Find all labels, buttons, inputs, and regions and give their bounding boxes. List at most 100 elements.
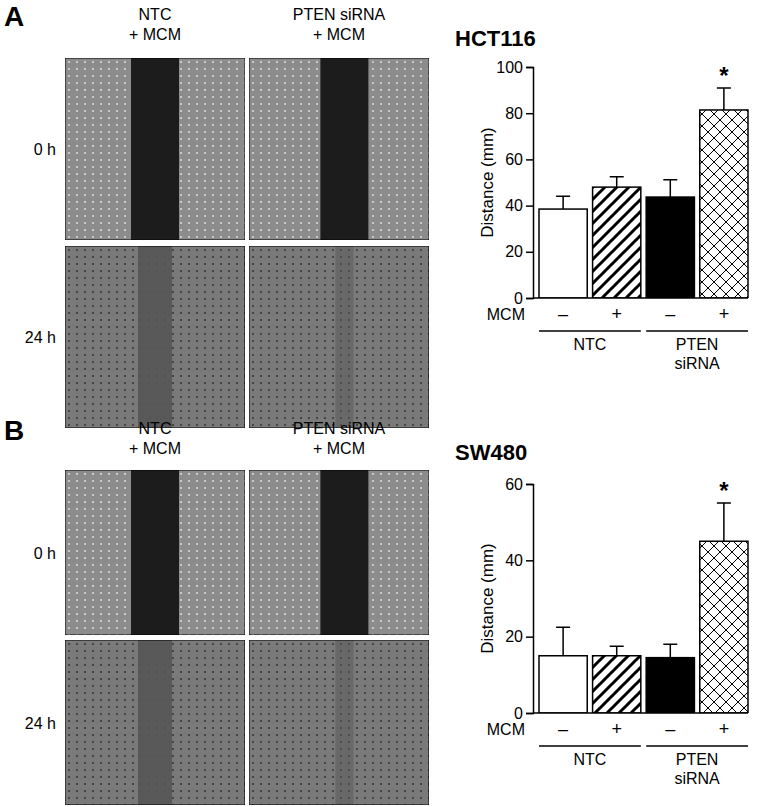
- texture: [100, 82, 102, 84]
- texture: [196, 396, 198, 398]
- texture: [236, 424, 238, 426]
- texture: [228, 187, 230, 189]
- texture: [396, 208, 398, 210]
- texture: [420, 110, 422, 112]
- texture: [132, 368, 134, 370]
- texture: [188, 368, 190, 370]
- texture: [68, 249, 70, 251]
- texture: [284, 159, 286, 161]
- texture: [108, 236, 110, 238]
- texture: [76, 173, 78, 175]
- texture: [124, 284, 126, 286]
- texture: [252, 256, 254, 258]
- texture: [220, 180, 222, 182]
- texture: [116, 263, 118, 265]
- texture: [212, 194, 214, 196]
- texture: [292, 249, 294, 251]
- texture: [84, 333, 86, 335]
- texture: [124, 89, 126, 91]
- texture: [228, 347, 230, 349]
- cell-field: [65, 58, 245, 240]
- texture: [220, 319, 222, 321]
- texture: [68, 180, 70, 182]
- texture: [364, 256, 366, 258]
- texture: [92, 312, 94, 314]
- texture: [132, 354, 134, 356]
- texture: [404, 61, 406, 63]
- texture: [220, 166, 222, 168]
- texture: [196, 354, 198, 356]
- texture: [260, 291, 262, 293]
- texture: [124, 361, 126, 363]
- texture: [388, 82, 390, 84]
- texture: [212, 403, 214, 405]
- texture: [76, 131, 78, 133]
- texture: [228, 382, 230, 384]
- texture: [76, 82, 78, 84]
- texture: [100, 305, 102, 307]
- texture: [220, 396, 222, 398]
- texture: [172, 319, 174, 321]
- texture: [196, 389, 198, 391]
- texture: [76, 138, 78, 140]
- texture: [380, 131, 382, 133]
- texture: [252, 138, 254, 140]
- texture: [260, 249, 262, 251]
- texture: [100, 208, 102, 210]
- texture: [180, 361, 182, 363]
- texture: [276, 236, 278, 238]
- texture: [108, 194, 110, 196]
- texture: [228, 256, 230, 258]
- micrograph: [65, 246, 245, 428]
- texture: [420, 291, 422, 293]
- texture: [412, 103, 414, 105]
- texture: [124, 173, 126, 175]
- texture: [188, 291, 190, 293]
- texture: [316, 138, 318, 140]
- texture: [100, 368, 102, 370]
- texture: [268, 256, 270, 258]
- texture: [188, 117, 190, 119]
- texture: [172, 333, 174, 335]
- texture: [364, 263, 366, 265]
- texture: [300, 110, 302, 112]
- texture: [188, 229, 190, 231]
- texture: [268, 187, 270, 189]
- texture: [268, 61, 270, 63]
- texture: [92, 152, 94, 154]
- texture: [196, 340, 198, 342]
- texture: [404, 89, 406, 91]
- texture: [276, 96, 278, 98]
- texture: [396, 96, 398, 98]
- texture: [396, 68, 398, 70]
- texture: [116, 256, 118, 258]
- texture: [180, 326, 182, 328]
- texture: [268, 263, 270, 265]
- texture: [308, 270, 310, 272]
- texture: [388, 215, 390, 217]
- texture: [92, 103, 94, 105]
- texture: [196, 319, 198, 321]
- texture: [268, 103, 270, 105]
- texture: [276, 208, 278, 210]
- texture: [124, 236, 126, 238]
- texture: [204, 145, 206, 147]
- texture: [260, 201, 262, 203]
- texture: [116, 166, 118, 168]
- texture: [388, 152, 390, 154]
- texture: [172, 284, 174, 286]
- texture: [412, 263, 414, 265]
- texture: [204, 312, 206, 314]
- texture: [388, 61, 390, 63]
- texture: [76, 61, 78, 63]
- texture: [220, 347, 222, 349]
- texture: [332, 263, 334, 265]
- texture: [124, 215, 126, 217]
- texture: [132, 347, 134, 349]
- texture: [196, 222, 198, 224]
- texture: [316, 75, 318, 77]
- texture: [180, 138, 182, 140]
- texture: [308, 263, 310, 265]
- texture: [84, 236, 86, 238]
- texture: [236, 312, 238, 314]
